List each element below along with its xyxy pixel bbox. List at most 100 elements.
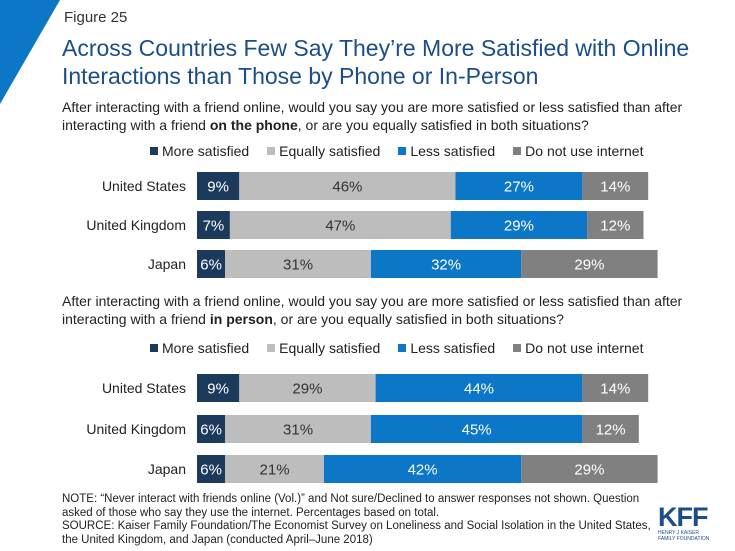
- data-label: 21%: [260, 462, 290, 479]
- bar-segment: [225, 250, 371, 278]
- bar-segment: [229, 211, 451, 239]
- category-label: United States: [102, 178, 186, 194]
- question-in-person-emphasis: in person: [209, 311, 273, 327]
- question-phone-part3: , or are you equally satisfied in both s…: [297, 117, 589, 133]
- data-label: 14%: [600, 179, 630, 196]
- bar-segment: [521, 250, 658, 278]
- bar-segment: [197, 211, 230, 239]
- data-label: 27%: [504, 179, 534, 196]
- bar-segment: [587, 211, 644, 239]
- legend-item-more-satisfied: More satisfied: [150, 340, 249, 356]
- legend-label: Do not use internet: [525, 143, 644, 159]
- bar-segment: [197, 250, 226, 278]
- data-label: 42%: [408, 462, 438, 479]
- bar-segment: [197, 172, 240, 200]
- question-phone-part1: After interacting with a friend online, …: [62, 99, 683, 133]
- legend-label: Less satisfied: [410, 143, 496, 159]
- legend-swatch: [513, 344, 522, 352]
- legend-label: Do not use internet: [525, 340, 644, 356]
- note-text: NOTE: “Never interact with friends onlin…: [62, 493, 640, 519]
- logo-subtext-1: HENRY J KAISER: [658, 530, 699, 536]
- bar-segment: [370, 415, 583, 443]
- category-label: United States: [102, 380, 186, 396]
- data-label: 31%: [283, 257, 313, 274]
- bar-segment: [239, 374, 376, 402]
- legend-item-less-satisfied: Less satisfied: [398, 143, 495, 159]
- figure-label: Figure 25: [64, 9, 128, 26]
- legend-label: Equally satisfied: [279, 143, 381, 159]
- bar-segment: [370, 250, 522, 278]
- category-label: Japan: [148, 256, 186, 272]
- notes: NOTE: “Never interact with friends onlin…: [62, 493, 662, 547]
- data-label: 46%: [332, 179, 362, 196]
- legend-swatch: [398, 344, 407, 352]
- kff-logo: KFF HENRY J KAISER FAMILY FOUNDATION: [658, 504, 720, 544]
- data-label: 45%: [462, 422, 492, 439]
- corner-accent: [0, 0, 60, 104]
- question-phone: After interacting with a friend online, …: [62, 98, 722, 134]
- data-label: 29%: [574, 462, 604, 479]
- data-label: 32%: [431, 257, 461, 274]
- data-label: 12%: [596, 422, 626, 439]
- bar-segment: [197, 374, 240, 402]
- bar-segment: [375, 374, 583, 402]
- legend-item-do-not-use-internet: Do not use internet: [513, 340, 643, 356]
- legend-label: Equally satisfied: [279, 340, 381, 356]
- question-in-person-part1: After interacting with a friend online, …: [62, 293, 683, 327]
- bar-segment: [450, 211, 588, 239]
- data-label: 47%: [325, 218, 355, 235]
- legend-item-more-satisfied: More satisfied: [150, 143, 249, 159]
- legend-swatch: [150, 147, 158, 155]
- bar-segment: [582, 374, 649, 402]
- category-label: United Kingdom: [86, 217, 186, 233]
- data-label: 44%: [464, 381, 494, 398]
- bar-segment: [521, 455, 658, 483]
- bar-segment: [225, 415, 371, 443]
- data-label: 9%: [207, 179, 229, 196]
- legend-swatch: [513, 147, 522, 155]
- legend-in-person: More satisfied Equally satisfied Less sa…: [150, 340, 661, 356]
- data-label: 9%: [207, 381, 229, 398]
- question-phone-emphasis: on the phone: [209, 117, 298, 133]
- data-label: 6%: [200, 462, 222, 479]
- legend-label: Less satisfied: [410, 340, 496, 356]
- legend-item-equally-satisfied: Equally satisfied: [267, 143, 380, 159]
- question-in-person: After interacting with a friend online, …: [62, 292, 722, 328]
- legend-phone: More satisfied Equally satisfied Less sa…: [150, 143, 661, 159]
- bar-segment: [455, 172, 583, 200]
- data-label: 29%: [574, 257, 604, 274]
- legend-swatch: [267, 147, 276, 155]
- legend-item-equally-satisfied: Equally satisfied: [267, 340, 380, 356]
- bar-segment: [582, 415, 639, 443]
- data-label: 31%: [283, 422, 313, 439]
- data-label: 6%: [200, 422, 222, 439]
- logo-subtext-2: FAMILY FOUNDATION: [658, 536, 710, 542]
- legend-swatch: [150, 344, 158, 352]
- stacked-bar-chart-phone: United States 9% 46% 27% 14% United Kingdom 7%…: [86, 172, 658, 278]
- category-label: United Kingdom: [86, 421, 186, 437]
- bar-segment: [197, 415, 226, 443]
- logo-wordmark: KFF: [658, 502, 708, 532]
- stacked-bar-chart-in-person: United States 9% 29% 44% 14% United Kingdom 6%…: [86, 374, 658, 483]
- question-in-person-part3: , or are you equally satisfied in both s…: [272, 311, 564, 327]
- source-text: SOURCE: Kaiser Family Foundation/The Eco…: [62, 520, 651, 546]
- bar-segment: [323, 455, 522, 483]
- legend-item-do-not-use-internet: Do not use internet: [513, 143, 643, 159]
- data-label: 29%: [292, 381, 322, 398]
- legend-swatch: [398, 147, 407, 155]
- category-label: Japan: [148, 461, 186, 477]
- data-label: 12%: [600, 218, 630, 235]
- legend-label: More satisfied: [162, 340, 250, 356]
- bar-segment: [582, 172, 649, 200]
- legend-label: More satisfied: [162, 143, 250, 159]
- data-label: 29%: [504, 218, 534, 235]
- legend-swatch: [267, 344, 276, 352]
- data-label: 7%: [203, 218, 225, 235]
- legend-item-less-satisfied: Less satisfied: [398, 340, 495, 356]
- data-label: 14%: [600, 381, 630, 398]
- bar-segment: [239, 172, 456, 200]
- bar-segment: [197, 455, 226, 483]
- chart-title: Across Countries Few Say They’re More Sa…: [62, 35, 690, 89]
- bar-segment: [225, 455, 324, 483]
- data-label: 6%: [200, 257, 222, 274]
